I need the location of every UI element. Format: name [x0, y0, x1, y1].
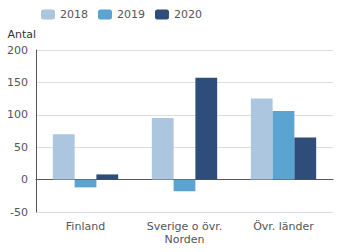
- svg-text:2019: 2019: [117, 8, 145, 21]
- svg-text:200: 200: [7, 44, 28, 57]
- svg-text:Antal: Antal: [7, 28, 36, 41]
- svg-text:Övr. länder: Övr. länder: [253, 220, 314, 233]
- svg-text:-50: -50: [10, 206, 28, 219]
- svg-text:Norden: Norden: [164, 233, 204, 246]
- svg-text:50: 50: [14, 141, 28, 154]
- svg-text:2020: 2020: [174, 8, 202, 21]
- svg-text:2018: 2018: [60, 8, 88, 21]
- svg-text:0: 0: [21, 173, 28, 186]
- svg-text:100: 100: [7, 108, 28, 121]
- svg-text:150: 150: [7, 76, 28, 89]
- svg-text:Sverige o övr.: Sverige o övr.: [147, 220, 223, 233]
- svg-text:Finland: Finland: [66, 220, 105, 233]
